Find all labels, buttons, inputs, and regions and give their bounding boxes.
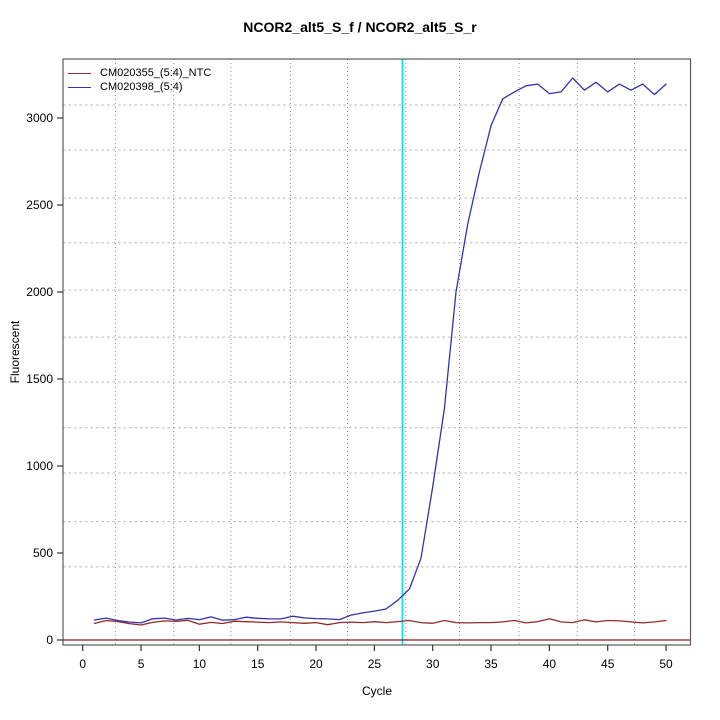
x-tick-label: 15 <box>251 657 265 671</box>
y-axis: 0 500 1000 1500 2000 2500 3000 <box>26 111 63 647</box>
legend-item-sample: CM020398_(5:4) <box>68 80 211 94</box>
y-tick-label: 1000 <box>26 459 53 473</box>
x-tick-label: 50 <box>659 657 673 671</box>
y-tick-label: 3000 <box>26 111 53 125</box>
series-line <box>93 618 667 626</box>
legend-label-sample: CM020398_(5:4) <box>100 81 183 93</box>
x-tick-label: 40 <box>543 657 557 671</box>
horizontal-gridlines <box>63 104 691 568</box>
x-tick-label: 30 <box>426 657 440 671</box>
x-tick-label: 10 <box>193 657 207 671</box>
y-tick-label: 500 <box>33 546 53 560</box>
x-axis-title: Cycle <box>361 684 392 698</box>
series-line <box>93 77 667 624</box>
x-tick-label: 35 <box>484 657 498 671</box>
chart-title: NCOR2_alt5_S_f / NCOR2_alt5_S_r <box>243 19 477 35</box>
y-tick-label: 0 <box>46 633 53 647</box>
y-tick-label: 1500 <box>26 372 53 386</box>
legend-item-ntc: CM020355_(5:4)_NTC <box>68 66 211 80</box>
plot-border <box>62 58 692 646</box>
series-sample <box>93 77 667 624</box>
legend-line-swatch-blue <box>68 86 91 88</box>
y-tick-label: 2500 <box>26 198 53 212</box>
x-tick-label: 0 <box>79 657 86 671</box>
x-tick-label: 5 <box>138 657 145 671</box>
x-tick-label: 45 <box>601 657 615 671</box>
y-tick-label: 2000 <box>26 285 53 299</box>
x-tick-label: 20 <box>309 657 323 671</box>
series-ntc <box>93 618 667 626</box>
x-axis: 0 5 10 15 20 25 30 35 40 45 50 <box>79 645 673 671</box>
vertical-gridlines <box>114 59 636 645</box>
x-tick-label: 25 <box>368 657 382 671</box>
legend-line-swatch-red <box>68 72 91 74</box>
legend: CM020355_(5:4)_NTC CM020398_(5:4) <box>68 66 211 94</box>
legend-label-ntc: CM020355_(5:4)_NTC <box>100 67 212 79</box>
